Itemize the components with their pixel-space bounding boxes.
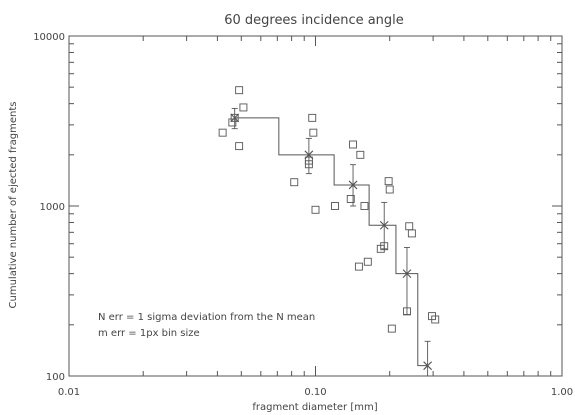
square-point xyxy=(407,229,416,238)
square-point xyxy=(384,177,393,186)
annotation-n-err: N err = 1 sigma deviation from the N mea… xyxy=(98,312,315,323)
cross-point xyxy=(304,150,314,160)
cross-markers-layer xyxy=(230,113,433,371)
square-point xyxy=(354,262,363,271)
square-point xyxy=(387,324,396,333)
cross-point xyxy=(402,269,412,279)
square-point xyxy=(290,178,299,187)
cross-point xyxy=(423,361,433,371)
cross-point xyxy=(230,113,240,123)
square-point xyxy=(235,142,244,151)
square-point xyxy=(356,150,365,159)
square-point xyxy=(346,195,355,203)
y-axis-ticks: 100 1000 10000 xyxy=(33,32,562,383)
square-point xyxy=(360,202,369,210)
square-point xyxy=(228,118,237,127)
square-point xyxy=(431,315,440,324)
chart-title: 60 degrees incidence angle xyxy=(224,13,404,28)
cross-point xyxy=(379,220,389,230)
cross-point xyxy=(348,180,358,190)
square-point xyxy=(230,113,239,122)
square-point xyxy=(380,242,389,251)
cumulative-step-line xyxy=(234,117,428,367)
x-tick-label: 1.00 xyxy=(551,387,573,398)
square-point xyxy=(304,160,313,169)
error-bars-layer xyxy=(231,107,431,377)
square-point xyxy=(235,86,244,95)
x-axis-label: fragment diameter [mm] xyxy=(252,402,377,413)
square-markers-layer xyxy=(218,86,440,333)
square-point xyxy=(308,113,317,122)
y-tick-label: 100 xyxy=(46,372,65,383)
x-tick-label: 0.01 xyxy=(58,387,80,398)
square-point xyxy=(218,128,227,137)
y-axis-label: Cumulative number of ejected fragments xyxy=(8,102,19,309)
x-tick-label: 0.10 xyxy=(304,387,326,398)
y-tick-label: 10000 xyxy=(33,32,65,43)
square-point xyxy=(403,307,411,316)
step-line-layer xyxy=(234,117,428,367)
square-point xyxy=(349,140,357,149)
square-point xyxy=(309,128,318,137)
square-point xyxy=(239,103,248,112)
square-point xyxy=(311,205,320,214)
annotation-m-err: m err = 1px bin size xyxy=(98,328,200,339)
square-point xyxy=(331,202,339,210)
square-point xyxy=(405,222,414,231)
square-point xyxy=(385,185,394,194)
y-tick-label: 1000 xyxy=(40,202,65,213)
x-axis-ticks: 0.01 0.10 1.00 xyxy=(58,36,573,398)
square-point xyxy=(363,257,372,266)
